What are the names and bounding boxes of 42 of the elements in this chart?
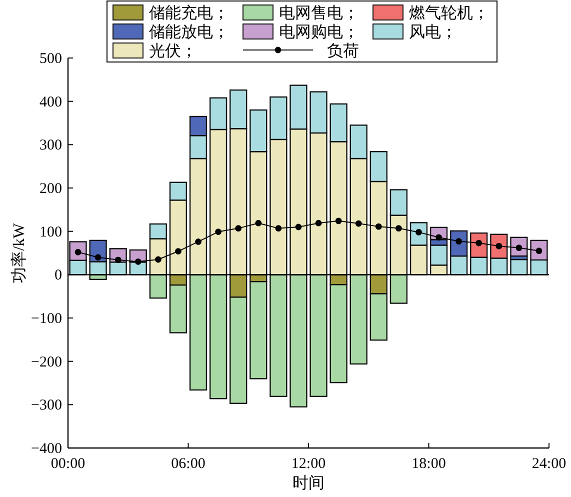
y-tick-label: −400 [31, 441, 62, 457]
x-tick-label: 18:00 [412, 456, 446, 472]
legend-label: 储能放电； [149, 23, 229, 41]
point [94, 254, 102, 261]
x-axis-title: 时间 [292, 474, 324, 492]
point [355, 220, 362, 227]
x-tick-label: 00:00 [50, 456, 86, 472]
y-tick-label: −100 [31, 311, 62, 327]
legend-label: 储能充电； [149, 4, 229, 22]
point [335, 218, 342, 224]
x-tick-label: 24:00 [532, 456, 566, 472]
point [315, 220, 322, 226]
point [195, 238, 202, 245]
legend-label: 燃气轮机； [409, 4, 489, 22]
x-tick-label: 12:00 [291, 456, 326, 472]
y-tick-label: 500 [40, 51, 62, 67]
legend-label: 电网购电； [279, 23, 359, 41]
legend-label: 光伏； [149, 42, 197, 60]
legend-label: 电网售电； [279, 4, 359, 22]
point [395, 225, 402, 232]
point [114, 256, 122, 264]
point [175, 248, 182, 254]
point [255, 220, 262, 226]
y-tick-label: 200 [40, 181, 62, 197]
point [235, 225, 242, 232]
point [134, 258, 142, 265]
point [275, 225, 282, 232]
y-tick-label: 100 [40, 224, 62, 240]
point [295, 224, 302, 230]
y-tick-label: 300 [40, 138, 62, 154]
point [436, 234, 442, 241]
y-axis-title: 功率/kW [10, 222, 28, 283]
x-tick-label: 06:00 [171, 456, 206, 472]
y-tick-label: −200 [31, 354, 62, 370]
legend-label: 负荷 [327, 42, 359, 60]
point [375, 223, 382, 230]
legend-label: 风电； [409, 23, 457, 41]
point [215, 228, 222, 235]
y-tick-label: 400 [40, 94, 62, 110]
point [154, 256, 162, 263]
y-tick-label: −300 [31, 398, 62, 414]
y-tick-label: 0 [54, 268, 62, 284]
